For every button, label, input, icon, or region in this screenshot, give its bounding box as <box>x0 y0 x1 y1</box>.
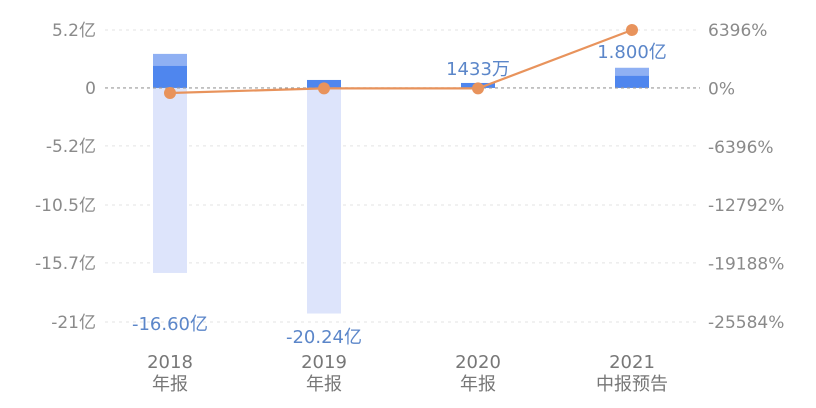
line-point <box>164 86 176 99</box>
category-label: 年报 <box>460 374 496 395</box>
left-axis-labels: 5.2亿 0 -5.2亿 -10.5亿 -15.7亿 -21亿 <box>35 21 96 333</box>
right-tick-label: -12792% <box>708 196 784 216</box>
left-tick-label: -5.2亿 <box>46 137 96 157</box>
right-tick-label: 6396% <box>708 21 767 41</box>
left-tick-label: 5.2亿 <box>52 21 96 41</box>
bar-value-label: -20.24亿 <box>286 327 362 348</box>
growth-line <box>164 24 638 99</box>
bar-negative <box>153 87 187 273</box>
left-tick-label: -21亿 <box>51 313 96 333</box>
category-label: 2019 <box>301 352 347 373</box>
bar-cap-highlight <box>153 53 187 66</box>
bar-value-label: -16.60亿 <box>132 314 208 335</box>
line-path <box>169 28 633 95</box>
right-tick-label: -6396% <box>708 138 774 158</box>
bars <box>153 53 649 314</box>
right-tick-label: -25584% <box>708 313 784 333</box>
line-point <box>318 82 330 95</box>
bar-negative <box>307 87 341 314</box>
category-label: 2020 <box>455 352 501 373</box>
line-point <box>472 82 484 95</box>
category-label: 中报预告 <box>596 374 668 395</box>
bar-highlight <box>615 67 649 76</box>
bar-value-label: 1.800亿 <box>597 42 667 63</box>
category-label: 年报 <box>306 374 342 395</box>
data-labels: -16.60亿 -20.24亿 1433万 1.800亿 <box>132 42 667 348</box>
right-axis-labels: 6396% 0% -6396% -12792% -19188% -25584% <box>708 21 784 333</box>
left-tick-label: 0 <box>85 79 96 99</box>
line-point <box>626 24 638 36</box>
right-tick-label: -19188% <box>708 255 784 275</box>
left-tick-label: -10.5亿 <box>35 196 96 216</box>
category-label: 2018 <box>147 352 193 373</box>
category-label: 2021 <box>609 352 655 373</box>
category-label: 年报 <box>152 374 188 395</box>
left-tick-label: -15.7亿 <box>35 254 96 274</box>
bar-value-label: 1433万 <box>446 59 510 80</box>
right-tick-label: 0% <box>708 79 735 99</box>
grid-lines <box>105 29 700 323</box>
